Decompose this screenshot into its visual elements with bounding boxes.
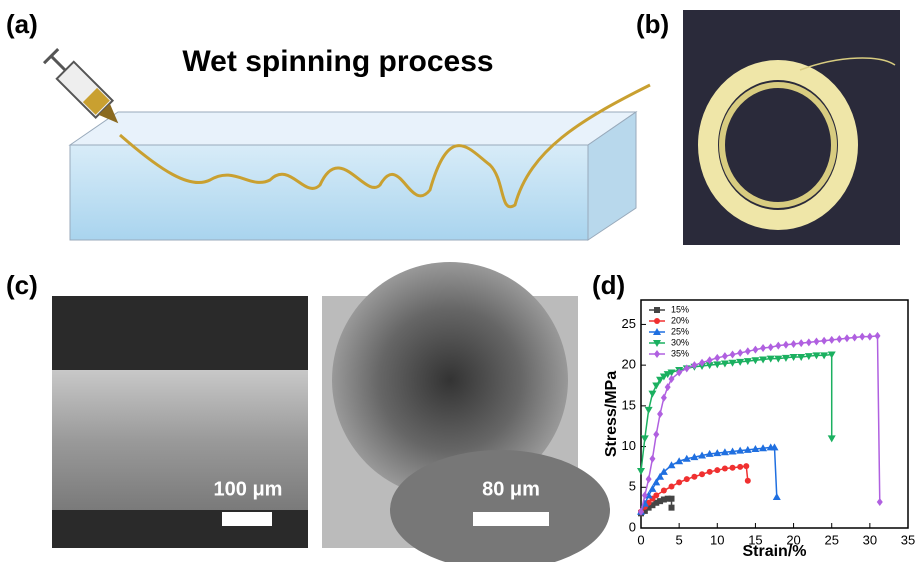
marker [874, 332, 880, 340]
marker [714, 467, 720, 473]
x-tick-label: 10 [710, 532, 724, 547]
x-axis-label: Strain/% [742, 543, 806, 560]
x-tick-label: 25 [824, 532, 838, 547]
marker [791, 340, 797, 348]
marker [699, 471, 705, 477]
legend-label: 20% [671, 315, 689, 325]
marker [867, 333, 873, 341]
marker [669, 483, 675, 489]
x-tick-label: 5 [676, 532, 683, 547]
marker [654, 350, 660, 358]
marker [828, 435, 836, 442]
marker [737, 464, 743, 470]
y-axis-label: Stress/MPa [603, 371, 620, 457]
y-tick-label: 15 [622, 397, 636, 412]
x-tick-label: 30 [863, 532, 877, 547]
marker [646, 475, 652, 483]
marker [714, 354, 720, 362]
y-tick-label: 20 [622, 357, 636, 372]
marker [661, 394, 667, 402]
marker [877, 498, 883, 506]
marker [676, 479, 682, 485]
legend-label: 25% [671, 326, 689, 336]
marker [637, 468, 645, 475]
marker [652, 383, 660, 390]
marker [745, 347, 751, 355]
marker [684, 476, 690, 482]
marker [669, 496, 675, 502]
x-tick-label: 0 [637, 532, 644, 547]
marker [730, 465, 736, 471]
marker [743, 463, 749, 469]
y-tick-label: 10 [622, 438, 636, 453]
marker [768, 343, 774, 351]
marker [653, 430, 659, 438]
sem-cross [322, 262, 610, 562]
figure: (a) Wet spinning process (b) (c) 100 μm … [0, 0, 915, 562]
legend-label: 30% [671, 337, 689, 347]
panel-title: Wet spinning process [182, 45, 493, 78]
series-line [641, 336, 880, 512]
sem-side [52, 296, 308, 548]
marker [760, 344, 766, 352]
marker [745, 478, 751, 484]
marker [798, 339, 804, 347]
marker [722, 466, 728, 472]
marker [669, 505, 675, 511]
marker [668, 461, 676, 468]
marker [649, 455, 655, 463]
marker [722, 352, 728, 360]
marker [654, 318, 660, 324]
x-tick-label: 35 [901, 532, 915, 547]
panel-label: (b) [636, 9, 669, 39]
marker [648, 391, 656, 398]
marker [859, 333, 865, 341]
legend-label: 35% [671, 348, 689, 358]
marker [752, 346, 758, 354]
marker [691, 474, 697, 480]
marker [829, 336, 835, 344]
marker [737, 349, 743, 357]
y-tick-label: 25 [622, 316, 636, 331]
panel-label: (a) [6, 9, 38, 39]
marker [844, 334, 850, 342]
scale-label: 100 μm [214, 478, 283, 500]
scale-label: 80 μm [482, 478, 540, 500]
marker [821, 337, 827, 345]
marker [653, 492, 659, 498]
marker [730, 351, 736, 359]
marker [661, 488, 667, 494]
marker [645, 407, 653, 414]
fiber-photo [683, 10, 900, 245]
marker [813, 338, 819, 346]
marker [852, 333, 858, 341]
marker [773, 493, 781, 500]
legend-label: 15% [671, 304, 689, 314]
panel-label: (d) [592, 270, 625, 300]
marker [648, 485, 656, 492]
y-tick-label: 0 [629, 519, 636, 534]
marker [836, 335, 842, 343]
panel-label: (c) [6, 270, 38, 300]
marker [641, 435, 649, 442]
marker [657, 410, 663, 418]
marker [707, 469, 713, 475]
marker [806, 338, 812, 346]
marker [783, 341, 789, 349]
marker [775, 342, 781, 350]
y-tick-label: 5 [629, 479, 636, 494]
marker [654, 307, 660, 313]
